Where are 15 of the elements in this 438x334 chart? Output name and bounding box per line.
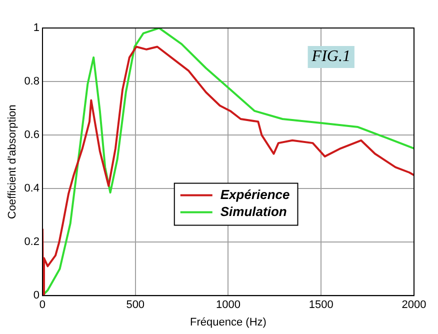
x-tick-label: 2000 — [402, 299, 426, 312]
y-axis-title: Coefficient d'absorption — [6, 104, 19, 220]
y-tick-label: 0.2 — [24, 236, 40, 248]
y-tick-label: 0 — [33, 290, 40, 302]
x-axis-title: Fréquence (Hz) — [190, 316, 266, 328]
y-tick-label: 0.6 — [24, 129, 40, 142]
x-tick-label: 1500 — [308, 299, 334, 312]
y-tick-label: 1 — [33, 22, 40, 34]
x-tick-label: 1000 — [216, 299, 240, 312]
legend-label: Expérience — [220, 186, 290, 202]
annotation: FIG.1 — [310, 48, 350, 66]
y-tick-label: 0.4 — [24, 182, 40, 195]
x-tick-label: 500 — [126, 299, 145, 312]
y-tick-label: 0.8 — [24, 76, 40, 88]
legend-label: Simulation — [220, 204, 287, 219]
